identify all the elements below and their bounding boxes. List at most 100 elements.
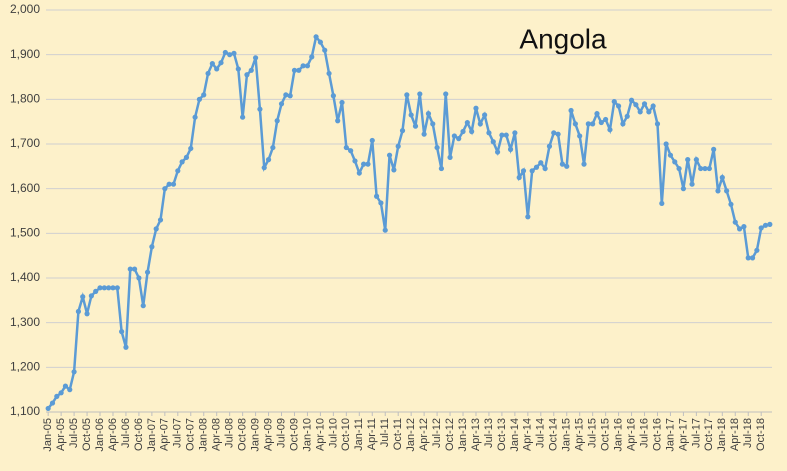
data-point — [469, 128, 475, 135]
data-point — [179, 159, 185, 165]
data-point — [494, 149, 501, 155]
data-point — [326, 70, 332, 77]
x-tick-label: Jan-12 — [405, 418, 417, 452]
x-tick-label: Apr-09 — [262, 418, 274, 451]
data-point — [248, 67, 254, 73]
data-point — [512, 130, 518, 136]
chart-title: Angola — [519, 23, 607, 54]
data-point — [724, 188, 730, 194]
x-tick-label: Apr-07 — [159, 418, 171, 451]
data-point — [430, 121, 436, 127]
x-tick-label: Oct-08 — [237, 418, 249, 451]
data-point — [590, 121, 596, 127]
data-point — [559, 161, 566, 167]
data-point — [183, 154, 190, 160]
data-point — [231, 50, 237, 56]
data-point — [659, 200, 665, 207]
y-tick-label: 1,400 — [10, 270, 40, 284]
data-point — [711, 146, 717, 152]
data-point — [693, 157, 699, 163]
x-tick-label: Jul-18 — [742, 418, 754, 448]
data-point — [136, 275, 142, 281]
data-point — [736, 226, 743, 232]
data-point — [516, 174, 522, 181]
x-tick-label: Oct-18 — [755, 418, 767, 451]
data-point — [663, 141, 669, 147]
data-point — [628, 97, 635, 103]
data-point — [477, 121, 483, 127]
data-point — [767, 221, 773, 227]
x-tick-label: Jan-11 — [353, 418, 365, 451]
data-point — [356, 170, 362, 176]
x-tick-label: Oct-09 — [288, 418, 300, 451]
x-tick-label: Oct-12 — [444, 418, 456, 451]
data-point — [175, 168, 181, 174]
y-tick-label: 1,900 — [10, 47, 40, 61]
data-point — [529, 168, 535, 174]
x-tick-label: Oct-06 — [133, 418, 145, 451]
data-point — [611, 98, 617, 105]
data-point — [119, 329, 125, 335]
data-point — [283, 92, 289, 98]
data-point — [244, 72, 250, 78]
data-point — [520, 168, 527, 174]
data-point — [265, 157, 272, 163]
x-tick-label: Jan-05 — [42, 418, 54, 452]
data-point — [378, 200, 384, 206]
data-point — [620, 121, 626, 127]
data-point — [577, 133, 583, 139]
data-point — [603, 116, 609, 123]
data-point — [261, 165, 267, 171]
data-point — [274, 118, 280, 124]
data-point — [728, 201, 734, 207]
data-point — [309, 54, 315, 60]
data-point — [412, 123, 419, 129]
data-point — [330, 93, 336, 99]
data-point — [758, 225, 764, 231]
data-point — [123, 344, 129, 350]
data-point — [101, 285, 107, 291]
data-point — [75, 308, 82, 315]
x-tick-label: Apr-16 — [625, 418, 637, 451]
data-point — [425, 111, 432, 117]
data-point — [188, 145, 194, 152]
data-point — [166, 181, 172, 187]
data-point — [140, 303, 146, 309]
data-point — [667, 152, 674, 158]
data-point — [369, 137, 375, 144]
data-point — [719, 174, 725, 181]
data-point — [525, 214, 531, 220]
x-tick-label: Jul-05 — [68, 418, 80, 448]
data-point — [568, 107, 574, 114]
data-point — [417, 91, 423, 97]
x-tick-label: Oct-13 — [496, 418, 508, 451]
x-tick-label: Jan-06 — [94, 418, 106, 452]
data-point — [460, 128, 466, 135]
data-point — [391, 167, 397, 173]
data-point — [80, 294, 86, 300]
data-point — [192, 114, 198, 120]
data-point — [564, 163, 570, 169]
data-point — [698, 165, 704, 172]
data-point — [624, 113, 630, 119]
data-point — [404, 92, 410, 98]
data-point — [343, 144, 349, 151]
y-tick-label: 1,300 — [10, 315, 40, 329]
x-tick-label: Jan-17 — [664, 418, 676, 452]
data-point — [313, 34, 319, 40]
data-point — [507, 146, 514, 152]
data-point — [322, 47, 328, 53]
x-tick-label: Jan-18 — [716, 418, 728, 452]
data-point — [335, 118, 341, 124]
data-point — [54, 393, 60, 399]
x-tick-label: Apr-18 — [729, 418, 741, 451]
y-tick-label: 1,500 — [10, 226, 40, 240]
x-tick-label: Jul-07 — [172, 418, 184, 448]
data-point — [209, 61, 215, 67]
data-point — [218, 60, 224, 66]
data-point — [304, 63, 311, 69]
data-point — [434, 144, 440, 151]
data-point — [88, 293, 94, 299]
data-point — [291, 67, 298, 73]
data-point — [106, 285, 112, 291]
